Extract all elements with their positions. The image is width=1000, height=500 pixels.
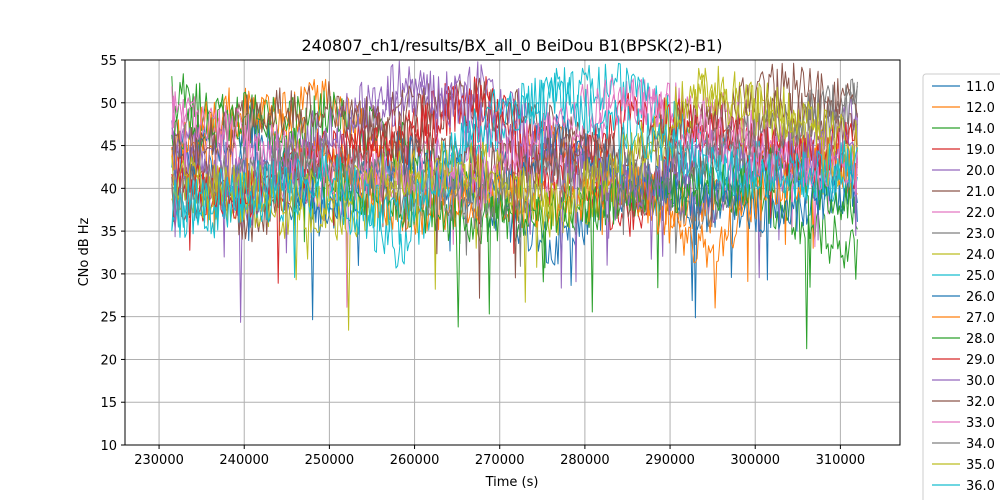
legend-label: 27.0	[966, 311, 995, 326]
y-axis-title: CNo dB Hz	[77, 217, 92, 286]
legend: 11.0 12.0 14.0 19.0 20.0 21.0 22.0 23.0 24.0 25.0…	[922, 73, 1000, 500]
y-tick-label: 55	[100, 54, 117, 69]
x-tick-label: 290000	[645, 453, 695, 468]
legend-label: 11.0	[966, 80, 995, 95]
x-tick-label: 260000	[390, 453, 440, 468]
x-tick-label: 230000	[134, 453, 184, 468]
y-tick-label: 30	[100, 268, 117, 283]
series-line-35.0	[171, 65, 858, 234]
y-tick-label: 20	[100, 353, 117, 368]
x-axis-title: Time (s)	[485, 475, 539, 490]
legend-label: 14.0	[966, 122, 995, 137]
y-tick-label: 15	[100, 396, 117, 411]
series-line-34.0	[171, 78, 858, 267]
legend-label: 28.0	[966, 332, 995, 347]
series-lines	[171, 60, 858, 350]
x-tick-label: 250000	[305, 453, 355, 468]
legend-label: 19.0	[966, 143, 995, 158]
legend-label: 24.0	[966, 248, 995, 263]
x-tick-label: 270000	[475, 453, 525, 468]
chart-title: 240807_ch1/results/BX_all_0 BeiDou B1(BP…	[301, 36, 722, 56]
y-tick-label: 45	[100, 140, 117, 155]
legend-label: 30.0	[966, 374, 995, 389]
legend-label: 26.0	[966, 290, 995, 305]
y-tick-label: 40	[100, 182, 117, 197]
legend-label: 33.0	[966, 416, 995, 431]
legend-label: 23.0	[966, 227, 995, 242]
legend-label: 29.0	[966, 353, 995, 368]
y-tick-label: 50	[100, 97, 117, 112]
x-tick-label: 280000	[560, 453, 610, 468]
legend-label: 25.0	[966, 269, 995, 284]
legend-label: 20.0	[966, 164, 995, 179]
legend-label: 35.0	[966, 458, 995, 473]
legend-label: 12.0	[966, 101, 995, 116]
plot-area: 230000 240000 250000 260000 270000 280000 2900…	[100, 54, 901, 468]
x-tick-label: 300000	[730, 453, 780, 468]
series-line-36.0	[171, 72, 858, 278]
legend-box	[922, 73, 1000, 500]
legend-label: 21.0	[966, 185, 995, 200]
axes-frame	[124, 59, 901, 446]
y-tick-label: 10	[100, 439, 117, 454]
x-tick-label: 310000	[816, 453, 866, 468]
legend-label: 22.0	[966, 206, 995, 221]
y-tick-label: 35	[100, 225, 117, 240]
y-tick-label: 25	[100, 311, 117, 326]
legend-label: 36.0	[966, 479, 995, 494]
x-tick-label: 240000	[219, 453, 269, 468]
series-line-32.0	[171, 62, 858, 299]
legend-label: 32.0	[966, 395, 995, 410]
legend-label: 34.0	[966, 437, 995, 452]
